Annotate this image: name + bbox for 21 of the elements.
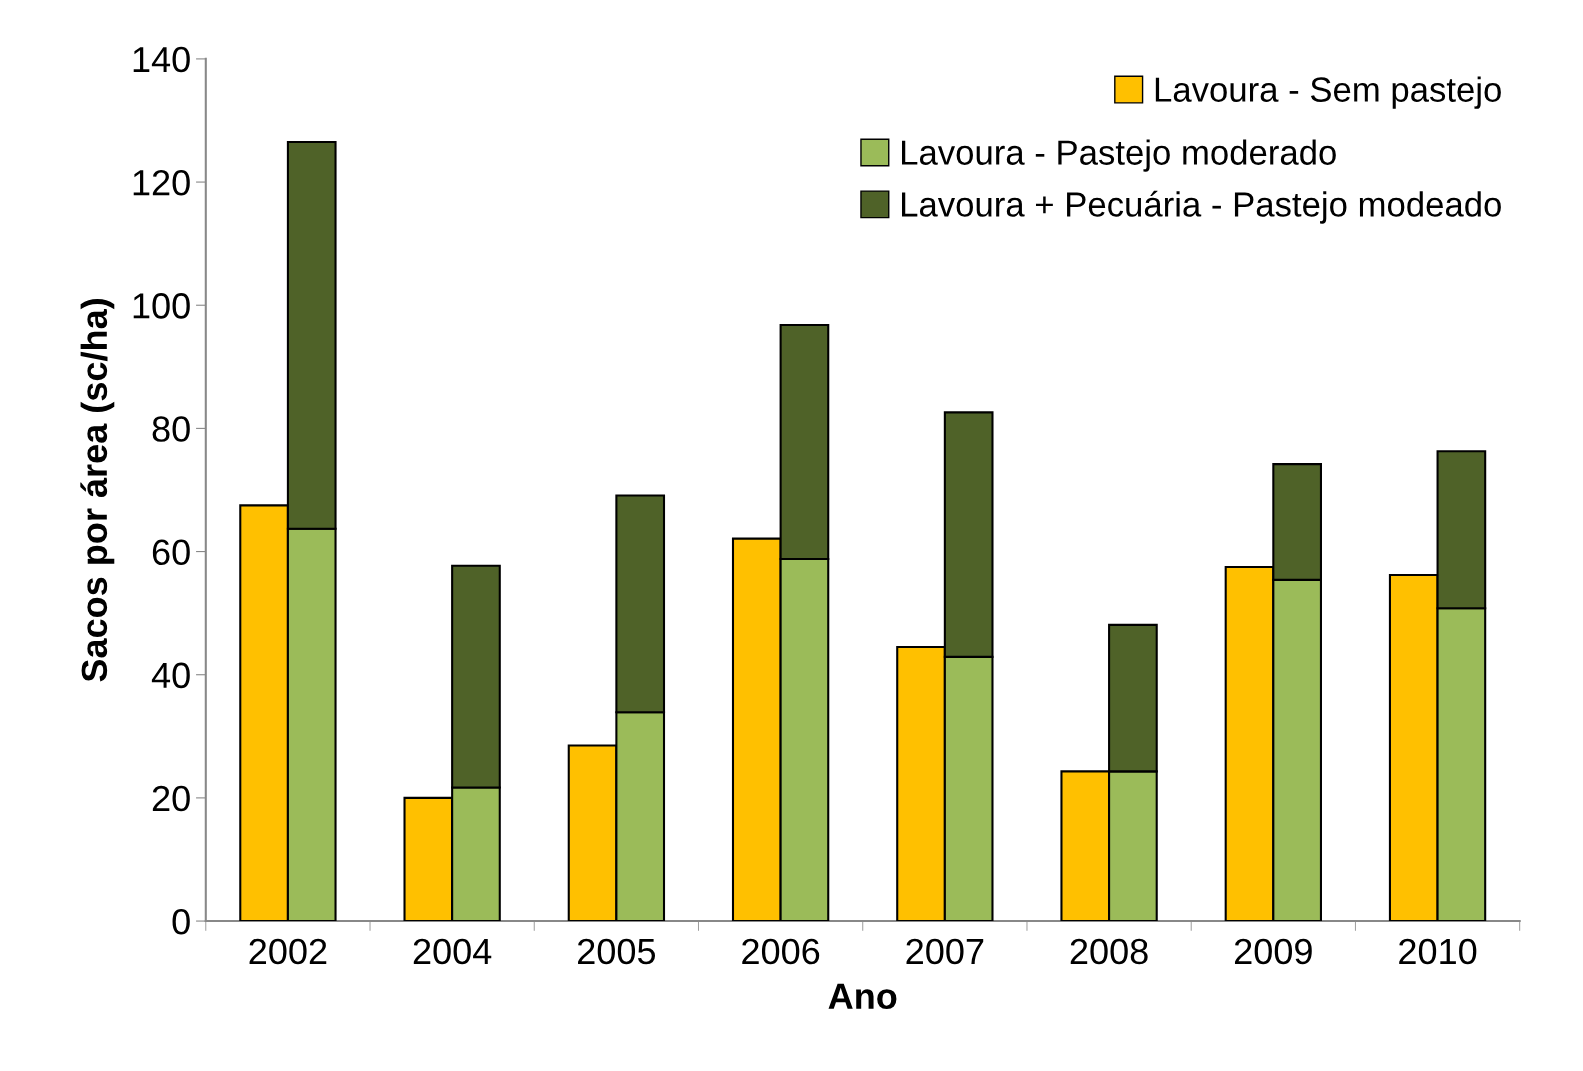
x-tick-label: 2005 (578, 938, 656, 965)
y-tick-label: 60 (152, 539, 190, 566)
legend-label: Lavoura - Pastejo moderado (902, 139, 1336, 172)
x-tick-label: 2002 (249, 938, 327, 965)
legend-label: Lavoura + Pecuária - Pastejo modeado (902, 190, 1501, 224)
y-tick-label: 100 (133, 293, 190, 319)
y-tick-label: 40 (151, 662, 190, 689)
x-tick-label: 2007 (906, 938, 984, 965)
legend-label: Lavoura - Sem pastejo (1155, 76, 1501, 109)
y-axis-title: Sacos por área (sc/ha) (80, 299, 115, 682)
x-tick-label: 2006 (742, 938, 820, 965)
x-tick-label: 2008 (1070, 938, 1148, 965)
y-tick-label: 80 (152, 416, 190, 442)
x-tick-label: 2010 (1399, 938, 1477, 965)
x-tick-label: 2009 (1234, 938, 1312, 965)
y-tick-label: 0 (172, 908, 190, 935)
y-tick-label: 140 (133, 46, 190, 73)
y-tick-label: 20 (152, 785, 190, 812)
x-axis-title: Ano (828, 983, 897, 1010)
x-tick-label: 2004 (413, 938, 492, 965)
y-tick-label: 120 (133, 169, 190, 196)
